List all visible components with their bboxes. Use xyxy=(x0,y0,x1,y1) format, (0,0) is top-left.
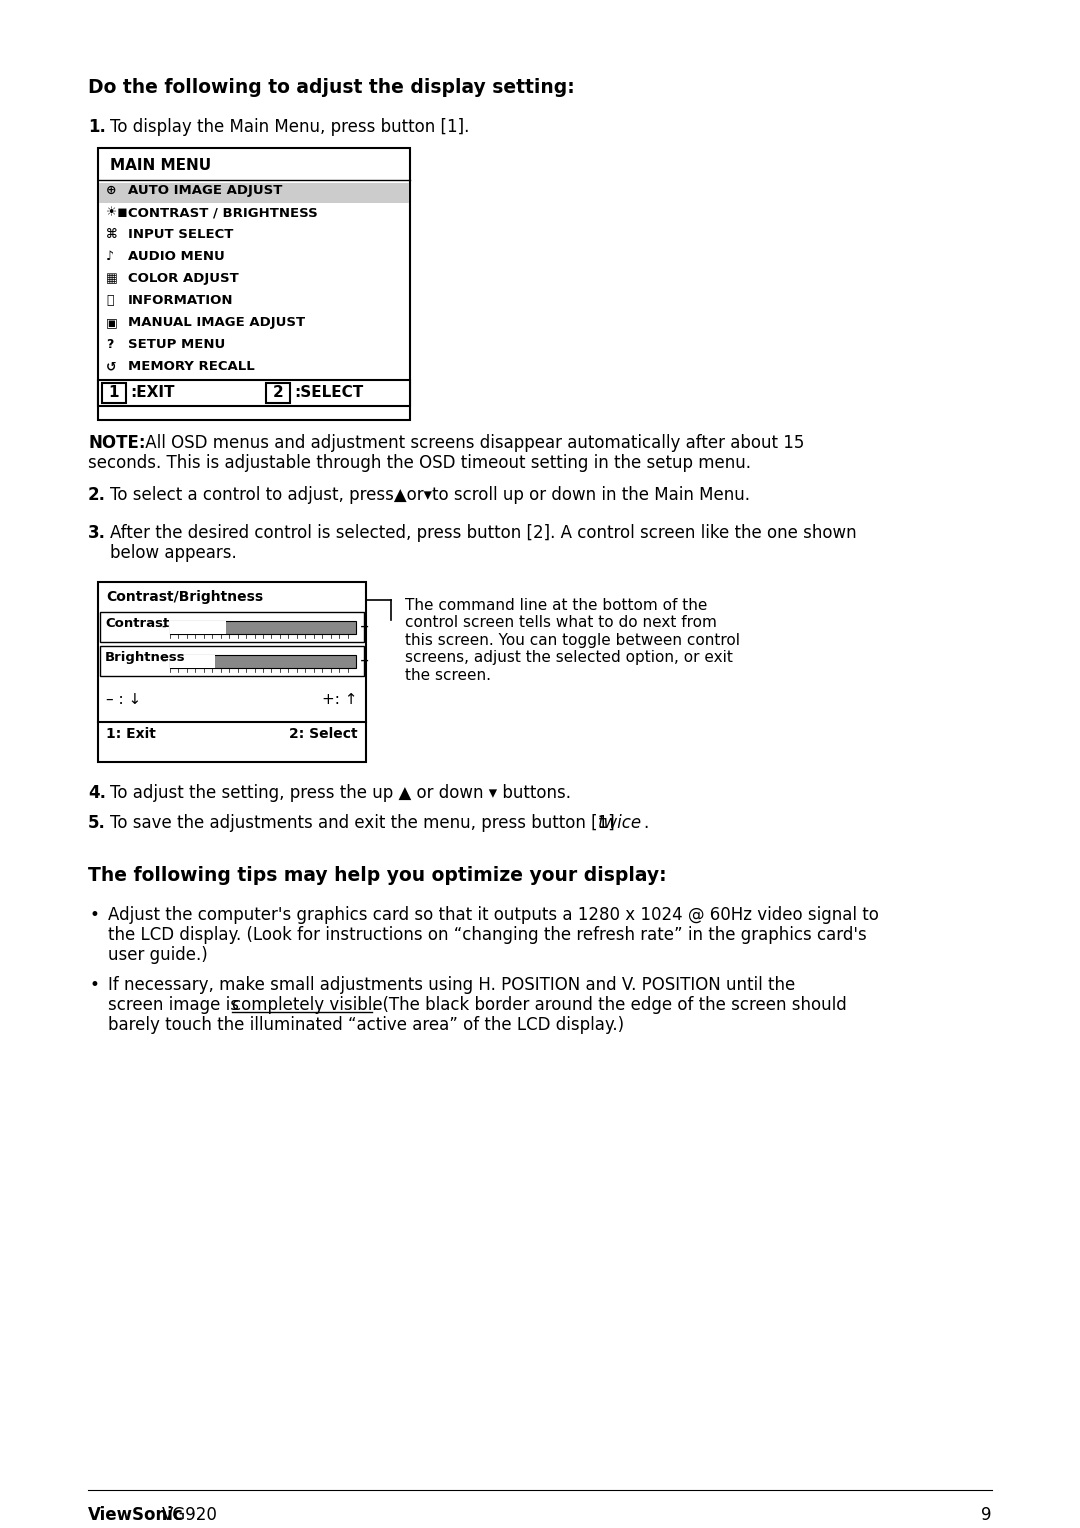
Text: the LCD display. (Look for instructions on “changing the refresh rate” in the gr: the LCD display. (Look for instructions … xyxy=(108,926,867,944)
Text: ▦: ▦ xyxy=(106,272,118,286)
Text: The following tips may help you optimize your display:: The following tips may help you optimize… xyxy=(87,866,666,885)
Text: ?: ? xyxy=(106,338,113,351)
Text: The command line at the bottom of the
control screen tells what to do next from
: The command line at the bottom of the co… xyxy=(405,597,740,683)
Bar xyxy=(100,646,364,675)
Bar xyxy=(98,582,366,762)
Bar xyxy=(170,620,356,634)
Text: Contrast: Contrast xyxy=(105,617,170,630)
Text: •: • xyxy=(90,976,99,995)
Text: To display the Main Menu, press button [1].: To display the Main Menu, press button [… xyxy=(110,118,470,136)
Bar xyxy=(100,613,364,642)
Text: Do the following to adjust the display setting:: Do the following to adjust the display s… xyxy=(87,78,575,96)
Bar xyxy=(170,620,226,634)
Text: +: + xyxy=(360,622,369,633)
Text: -: - xyxy=(161,656,166,666)
Bar xyxy=(98,148,410,420)
Bar xyxy=(98,380,410,406)
Bar xyxy=(170,654,215,668)
Text: below appears.: below appears. xyxy=(110,544,237,562)
Text: MAIN MENU: MAIN MENU xyxy=(110,157,211,173)
Text: NOTE:: NOTE: xyxy=(87,434,146,452)
Text: user guide.): user guide.) xyxy=(108,946,207,964)
Text: Contrast/Brightness: Contrast/Brightness xyxy=(106,590,264,604)
Text: completely visible: completely visible xyxy=(232,996,382,1015)
Text: MANUAL IMAGE ADJUST: MANUAL IMAGE ADJUST xyxy=(129,316,306,329)
Text: CONTRAST / BRIGHTNESS: CONTRAST / BRIGHTNESS xyxy=(129,206,318,219)
Text: 2.: 2. xyxy=(87,486,106,504)
Text: 1: Exit: 1: Exit xyxy=(106,727,156,741)
Text: ⌘: ⌘ xyxy=(106,228,118,241)
Text: To select a control to adjust, press▲or▾to scroll up or down in the Main Menu.: To select a control to adjust, press▲or▾… xyxy=(110,486,750,504)
Text: :SELECT: :SELECT xyxy=(294,385,363,400)
Text: -: - xyxy=(161,622,166,633)
Text: INFORMATION: INFORMATION xyxy=(129,293,233,307)
Text: ▣: ▣ xyxy=(106,316,118,329)
Text: VG920: VG920 xyxy=(162,1507,218,1523)
Text: •: • xyxy=(90,906,99,924)
Text: seconds. This is adjustable through the OSD timeout setting in the setup menu.: seconds. This is adjustable through the … xyxy=(87,454,751,472)
Text: barely touch the illuminated “active area” of the LCD display.): barely touch the illuminated “active are… xyxy=(108,1016,624,1034)
Text: ⓘ: ⓘ xyxy=(106,293,113,307)
Text: AUDIO MENU: AUDIO MENU xyxy=(129,251,225,263)
Text: +: + xyxy=(360,656,369,666)
Text: If necessary, make small adjustments using H. POSITION and V. POSITION until the: If necessary, make small adjustments usi… xyxy=(108,976,795,995)
Text: INPUT SELECT: INPUT SELECT xyxy=(129,228,233,241)
Text: 2: Select: 2: Select xyxy=(289,727,357,741)
Bar xyxy=(102,384,126,403)
Text: To save the adjustments and exit the menu, press button [1]: To save the adjustments and exit the men… xyxy=(110,814,620,833)
Text: 9: 9 xyxy=(982,1507,993,1523)
Text: AUTO IMAGE ADJUST: AUTO IMAGE ADJUST xyxy=(129,183,282,197)
Text: screen image is: screen image is xyxy=(108,996,244,1015)
Text: Brightness: Brightness xyxy=(105,651,186,665)
Bar xyxy=(99,183,409,203)
Text: 3.: 3. xyxy=(87,524,106,542)
Text: ⊕: ⊕ xyxy=(106,183,117,197)
Text: To adjust the setting, press the up ▲ or down ▾ buttons.: To adjust the setting, press the up ▲ or… xyxy=(110,784,571,802)
Text: 5.: 5. xyxy=(87,814,106,833)
Text: 1.: 1. xyxy=(87,118,106,136)
Text: ☀◼: ☀◼ xyxy=(106,206,127,219)
Text: MEMORY RECALL: MEMORY RECALL xyxy=(129,361,255,373)
Text: 1: 1 xyxy=(109,385,119,400)
Text: 2: 2 xyxy=(272,385,283,400)
Text: +: ↑: +: ↑ xyxy=(323,692,357,707)
Text: COLOR ADJUST: COLOR ADJUST xyxy=(129,272,239,286)
Text: .: . xyxy=(643,814,648,833)
Text: After the desired control is selected, press button [2]. A control screen like t: After the desired control is selected, p… xyxy=(110,524,856,542)
Text: :EXIT: :EXIT xyxy=(130,385,175,400)
Text: twice: twice xyxy=(598,814,643,833)
Text: – : ↓: – : ↓ xyxy=(106,692,141,707)
Text: ↺: ↺ xyxy=(106,361,117,373)
Text: ♪: ♪ xyxy=(106,251,114,263)
Text: 4.: 4. xyxy=(87,784,106,802)
Text: Adjust the computer's graphics card so that it outputs a 1280 x 1024 @ 60Hz vide: Adjust the computer's graphics card so t… xyxy=(108,906,879,924)
Text: . (The black border around the edge of the screen should: . (The black border around the edge of t… xyxy=(372,996,847,1015)
Text: SETUP MENU: SETUP MENU xyxy=(129,338,226,351)
Bar xyxy=(266,384,291,403)
Bar xyxy=(170,654,356,668)
Text: ViewSonic: ViewSonic xyxy=(87,1507,184,1523)
Text: All OSD menus and adjustment screens disappear automatically after about 15: All OSD menus and adjustment screens dis… xyxy=(140,434,805,452)
